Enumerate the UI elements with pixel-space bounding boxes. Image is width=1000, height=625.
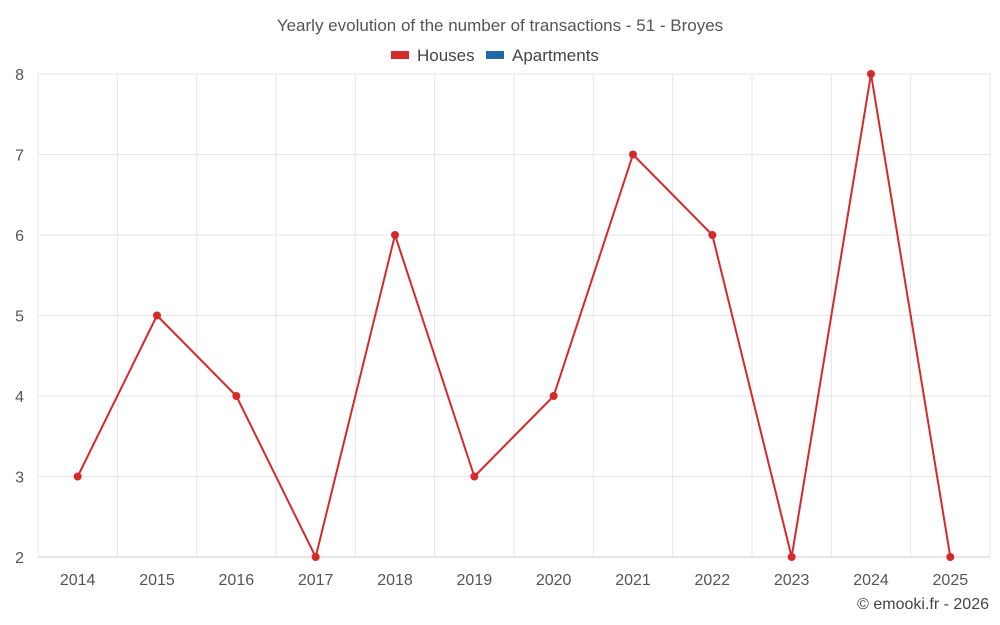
- data-point-2014[interactable]: [73, 472, 82, 481]
- data-point-2017[interactable]: [311, 553, 320, 561]
- data-point-2015[interactable]: [153, 311, 161, 320]
- data-point-2021[interactable]: [629, 150, 637, 159]
- data-point-2023[interactable]: [787, 553, 796, 561]
- y-tick-label: 6: [15, 228, 24, 245]
- y-tick-label: 3: [15, 470, 24, 487]
- y-tick-label: 5: [15, 309, 24, 326]
- x-tick-label-2016: 2016: [219, 572, 255, 589]
- footer-credit: © emooki.fr - 2026: [857, 596, 989, 613]
- legend: Houses Apartments: [391, 46, 599, 65]
- x-tick-label-2017: 2017: [298, 572, 334, 589]
- x-tick-label-2018: 2018: [377, 572, 413, 589]
- data-point-2025[interactable]: [946, 553, 955, 561]
- x-tick-label-2024: 2024: [853, 572, 889, 589]
- x-tick-label-2020: 2020: [536, 572, 572, 589]
- y-tick-label: 7: [15, 148, 24, 165]
- x-tick-label-2021: 2021: [615, 572, 651, 589]
- axes: 2 3 4 5 6 7 8 2014 2015 2016 2017 2018 2019 2020 2021 2…: [15, 67, 990, 589]
- grid: [37, 73, 991, 558]
- chart-title: Yearly evolution of the number of transa…: [277, 16, 723, 35]
- data-point-2019[interactable]: [470, 472, 479, 481]
- y-tick-label: 8: [15, 67, 24, 84]
- legend-swatch-apartments: [486, 51, 504, 59]
- data-point-2018[interactable]: [391, 231, 399, 239]
- data-point-2022[interactable]: [708, 231, 717, 239]
- legend-label-apartments[interactable]: Apartments: [512, 46, 599, 65]
- data-point-2024[interactable]: [867, 70, 875, 78]
- y-tick-label: 4: [15, 389, 24, 406]
- legend-swatch-houses: [391, 51, 409, 59]
- x-tick-label-2015: 2015: [139, 572, 175, 589]
- series-houses: [73, 70, 955, 561]
- x-tick-label-2023: 2023: [774, 572, 810, 589]
- y-tick-label: 2: [15, 550, 24, 567]
- data-point-2016[interactable]: [232, 392, 241, 400]
- x-tick-label-2025: 2025: [933, 572, 969, 589]
- legend-label-houses[interactable]: Houses: [417, 46, 475, 65]
- x-tick-label-2014: 2014: [60, 572, 96, 589]
- data-point-2020[interactable]: [549, 392, 558, 400]
- series-line-houses: [76, 73, 952, 558]
- x-tick-label-2022: 2022: [695, 572, 731, 589]
- x-tick-label-2019: 2019: [457, 572, 493, 589]
